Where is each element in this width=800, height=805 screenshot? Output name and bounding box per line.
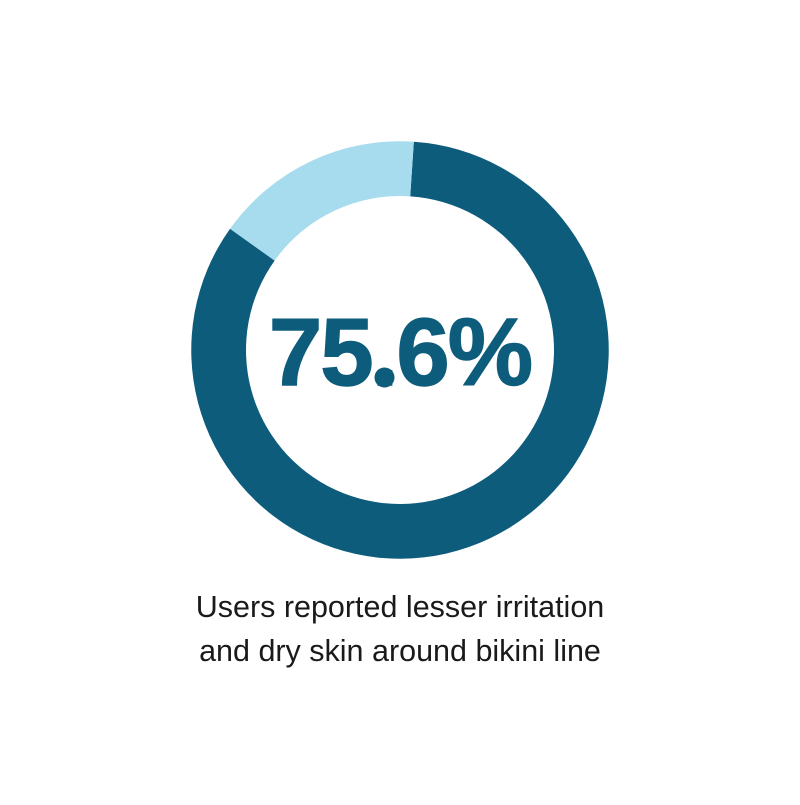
svg-text:Users reported lesser irritati: Users reported lesser irritation xyxy=(196,590,605,624)
svg-text:and dry skin around bikini lin: and dry skin around bikini line xyxy=(199,634,601,668)
svg-text:75.6%: 75.6% xyxy=(269,299,531,406)
